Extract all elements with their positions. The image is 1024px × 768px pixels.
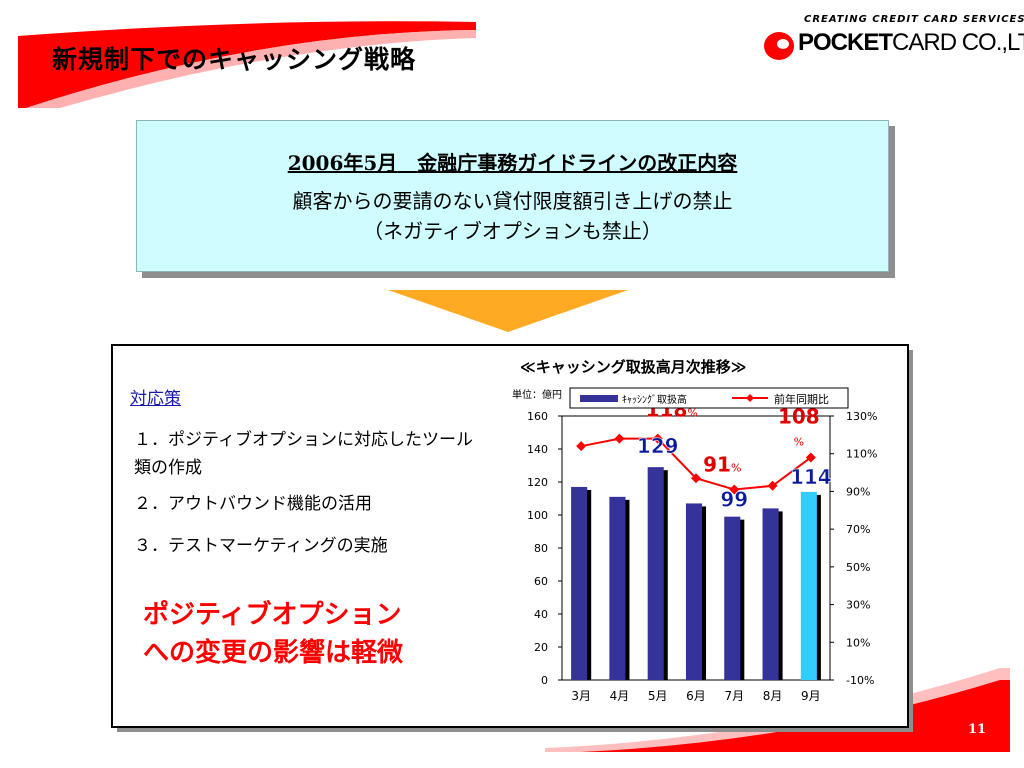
bar-value-label: 99 (720, 488, 748, 512)
bar (724, 516, 741, 680)
x-tick-label: 4月 (610, 689, 630, 703)
legend-box (569, 387, 849, 409)
legend-bar-label: ｷｬｯｼﾝｸﾞ取扱高 (622, 393, 687, 406)
yoy-point (576, 441, 587, 452)
bar-value-label: 129 (637, 434, 679, 458)
logo-mark-icon (764, 32, 794, 60)
y-left-tick-label: 20 (534, 641, 548, 654)
guideline-line-1: 顧客からの要請のない貸付限度額引き上げの禁止 (292, 189, 733, 213)
bar (800, 491, 817, 680)
chart-title: ≪キャッシング取扱高月次推移≫ (520, 358, 747, 376)
y-right-tick-label: -10% (846, 674, 874, 687)
legend-bar-swatch (580, 395, 618, 402)
x-tick-label: 7月 (724, 689, 744, 703)
bar (571, 486, 588, 680)
x-tick-label: 8月 (763, 689, 783, 703)
x-tick-label: 3月 (571, 689, 591, 703)
y-left-tick-label: 80 (534, 542, 548, 555)
page-number: 11 (968, 722, 987, 737)
guideline-line-2: （ネガティブオプションも禁止） (363, 219, 662, 243)
measures-heading: 対応策 (130, 389, 181, 409)
yoy-point (652, 433, 663, 444)
logo-wordmark: POCKETCARD CO.,LTD. (798, 29, 1024, 56)
guideline-box: 2006年5月 金融庁事務ガイドラインの改正内容 顧客からの要請のない貸付限度額… (136, 120, 889, 272)
y-right-tick-label: 30% (846, 599, 870, 612)
logo-tagline: CREATING CREDIT CARD SERVICES (804, 14, 1024, 25)
y-left-tick-label: 0 (541, 674, 548, 687)
yoy-point (805, 452, 816, 463)
y-left-tick-label: 120 (527, 476, 548, 489)
line-value-number: 91 (703, 453, 731, 477)
line-value-unit: % (687, 407, 697, 420)
measure-item-1: １．ポジティブオプションに対応したツール類の作成 (134, 430, 473, 478)
y-left-tick-label: 40 (534, 608, 548, 621)
header-swoosh (18, 21, 476, 108)
line-value-unit: % (794, 435, 804, 448)
guideline-title: 2006年5月 金融庁事務ガイドラインの改正内容 (137, 147, 888, 176)
conclusion-line-2: への変更の影響は軽微 (143, 638, 404, 668)
yoy-point (729, 484, 740, 495)
guideline-date: 2006年5月 (287, 151, 398, 175)
conclusion-line-1: ポジティブオプション (143, 600, 402, 630)
x-tick-label: 5月 (648, 689, 668, 703)
bar (762, 508, 779, 680)
line-value-label: 91% (703, 453, 741, 477)
measure-item-2: ２．アウトバウンド機能の活用 (134, 494, 372, 514)
y-right-tick-label: 70% (846, 523, 870, 536)
x-tick-label: 9月 (801, 689, 821, 703)
y-left-tick-label: 100 (527, 509, 548, 522)
down-arrow-icon (388, 290, 628, 332)
page-title: 新規制下でのキャッシング戦略 (52, 45, 417, 74)
conclusion-text: ポジティブオプション への変更の影響は軽微 (143, 596, 483, 672)
bar (685, 503, 703, 680)
y-right-tick-label: 130% (846, 410, 877, 423)
legend-line-label: 前年同期比 (774, 392, 829, 406)
y-right-tick-label: 10% (846, 636, 870, 649)
legend-line-marker (746, 394, 754, 402)
y-left-tick-label: 60 (534, 575, 548, 588)
yoy-point (614, 433, 625, 444)
y-right-tick-label: 110% (846, 448, 877, 461)
guideline-subject: 金融庁事務ガイドラインの改正内容 (417, 151, 738, 175)
line-value-unit: % (731, 462, 741, 475)
cashing-volume-chart: 0 20 40 60 80 100 120 140 160 -10% 10% 30% 50% 70% 90%… (512, 387, 877, 703)
y-left-tick-label: 160 (527, 410, 548, 423)
y-right-tick-label: 90% (846, 485, 870, 498)
bar-value-label: 114 (790, 465, 832, 489)
company-logo: CREATING CREDIT CARD SERVICES POCKETCARD… (762, 14, 1024, 64)
yoy-point (767, 480, 778, 491)
measure-item-3: ３．テストマーケティングの実施 (134, 536, 388, 556)
unit-label: 単位：億円 (512, 388, 562, 401)
yoy-point (691, 473, 701, 484)
bar (609, 496, 626, 680)
bar (647, 467, 664, 680)
y-right-tick-label: 50% (846, 561, 870, 574)
x-tick-label: 6月 (686, 689, 706, 703)
y-left-tick-label: 140 (527, 443, 548, 456)
